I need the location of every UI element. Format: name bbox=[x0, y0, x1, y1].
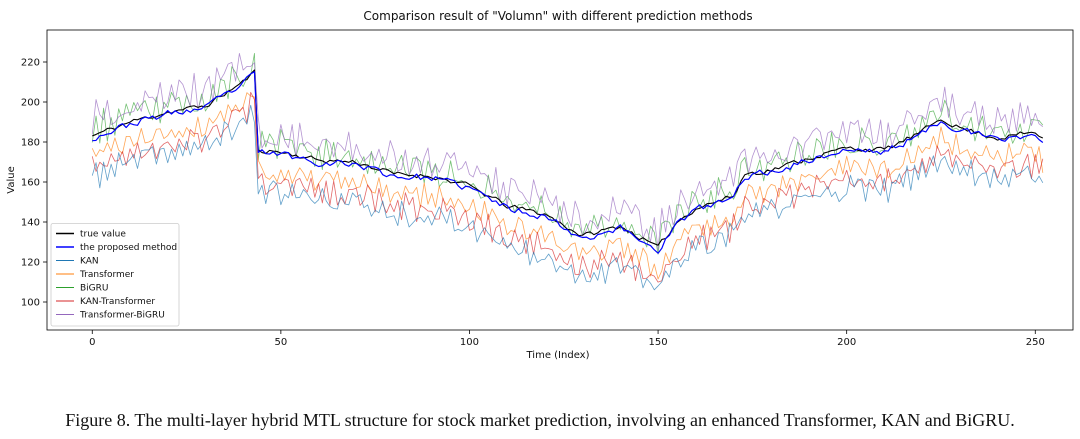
axes-layer: 0 50 100 150 200 250 100 120 140 160 180 200 220 bbox=[21, 58, 1045, 349]
legend-label: the proposed method bbox=[80, 243, 177, 253]
y-axis-label: Value bbox=[6, 166, 17, 193]
y-tick-label: 120 bbox=[21, 258, 40, 269]
series-line-kan bbox=[91, 104, 1044, 291]
y-tick-label: 100 bbox=[21, 298, 40, 309]
legend-label: KAN-Transformer bbox=[80, 297, 155, 307]
y-tick-label: 220 bbox=[21, 58, 40, 69]
series-line-the-proposed-method bbox=[92, 71, 1044, 254]
y-tick-label: 200 bbox=[21, 98, 40, 109]
legend-frame bbox=[50, 223, 180, 327]
x-tick-label: 200 bbox=[837, 337, 856, 348]
x-tick-label: 0 bbox=[89, 337, 95, 348]
legend-label: true value bbox=[80, 230, 126, 240]
legend-label: Transformer-BiGRU bbox=[79, 311, 165, 321]
legend-label: BiGRU bbox=[80, 284, 109, 294]
y-tick-label: 160 bbox=[21, 178, 40, 189]
legend: true value the proposed method KAN Transfor… bbox=[50, 223, 180, 327]
y-tick-label: 140 bbox=[21, 218, 40, 229]
figure-caption: Figure 8. The multi-layer hybrid MTL str… bbox=[65, 410, 1015, 430]
legend-label: KAN bbox=[80, 257, 99, 267]
chart-title: Comparison result of "Volumn" with diffe… bbox=[363, 9, 752, 23]
x-tick-label: 50 bbox=[275, 337, 288, 348]
x-tick-label: 150 bbox=[649, 337, 668, 348]
series-line-transformer bbox=[91, 92, 1044, 280]
x-tick-label: 100 bbox=[460, 337, 479, 348]
plot-area-frame bbox=[46, 29, 1074, 331]
series-line-transformer-bigru bbox=[91, 52, 1044, 251]
series-line-kan-transformer bbox=[91, 91, 1044, 283]
y-tick-label: 180 bbox=[21, 138, 40, 149]
x-axis-label: Time (Index) bbox=[526, 350, 590, 361]
legend-label: Transformer bbox=[79, 270, 134, 280]
x-tick-label: 250 bbox=[1026, 337, 1045, 348]
series-layer bbox=[91, 52, 1044, 291]
line-chart: Comparison result of "Volumn" with diffe… bbox=[6, 9, 1074, 361]
